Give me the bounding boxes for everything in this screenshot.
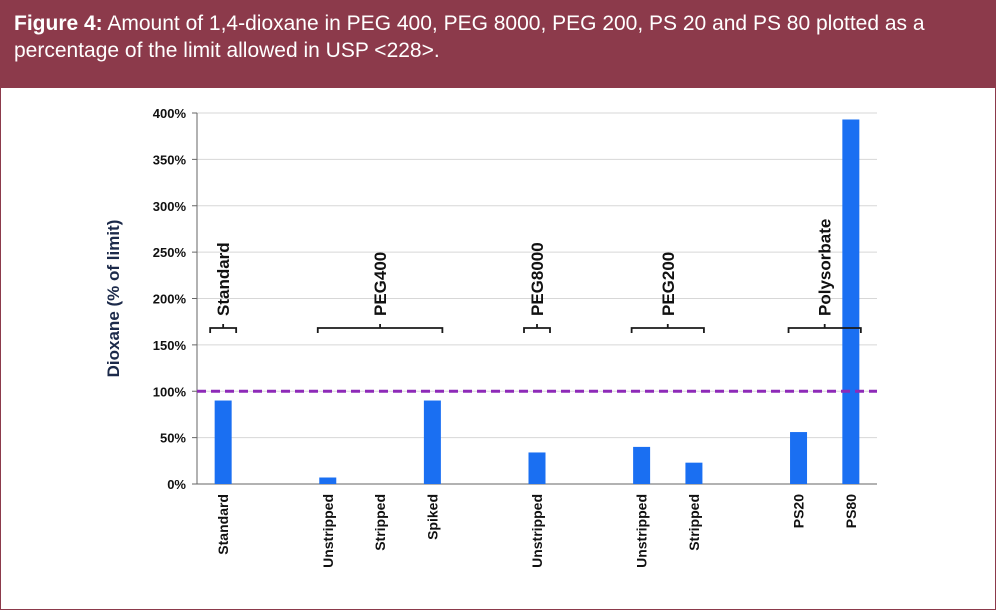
figure-caption: Figure 4: Amount of 1,4-dioxane in PEG 4… xyxy=(0,0,996,88)
y-tick-label: 150% xyxy=(153,338,187,353)
bar xyxy=(842,119,860,485)
group-label: Standard xyxy=(214,242,233,316)
x-category-label: Spiked xyxy=(424,494,440,540)
x-category-label: Unstripped xyxy=(320,494,336,568)
group-label: PEG400 xyxy=(371,252,390,316)
y-tick-label: 200% xyxy=(153,292,187,307)
x-category-label: PS80 xyxy=(843,494,859,528)
figure-caption-label: Figure 4: xyxy=(14,12,103,35)
bar xyxy=(319,477,337,484)
y-tick-label: 0% xyxy=(167,477,186,492)
x-category-label: Standard xyxy=(215,494,231,555)
y-tick-label: 50% xyxy=(160,431,186,446)
x-category-label: Stripped xyxy=(686,494,702,551)
group-label: Polysorbate xyxy=(816,219,835,316)
group-bracket xyxy=(787,324,862,333)
y-tick-label: 400% xyxy=(153,106,187,121)
bar xyxy=(214,400,232,484)
group-label: PEG8000 xyxy=(528,242,547,316)
bar xyxy=(423,400,441,484)
x-category-label: Stripped xyxy=(372,494,388,551)
x-category-label: PS20 xyxy=(791,494,807,528)
bar xyxy=(685,462,703,484)
y-tick-label: 350% xyxy=(153,152,187,167)
bar xyxy=(790,432,808,484)
group-label: PEG200 xyxy=(659,252,678,316)
group-bracket xyxy=(523,324,551,333)
y-tick-label: 300% xyxy=(153,199,187,214)
x-category-label: Unstripped xyxy=(634,494,650,568)
group-bracket xyxy=(316,324,444,333)
figure-caption-text: Amount of 1,4-dioxane in PEG 400, PEG 80… xyxy=(14,12,925,62)
bar xyxy=(633,446,651,484)
y-axis-title: Dioxane (% of limit) xyxy=(104,220,123,378)
y-tick-label: 250% xyxy=(153,245,187,260)
bar xyxy=(528,452,546,484)
group-bracket xyxy=(630,324,705,333)
y-tick-label: 100% xyxy=(153,384,187,399)
x-category-label: Unstripped xyxy=(529,494,545,568)
group-bracket xyxy=(209,324,238,333)
